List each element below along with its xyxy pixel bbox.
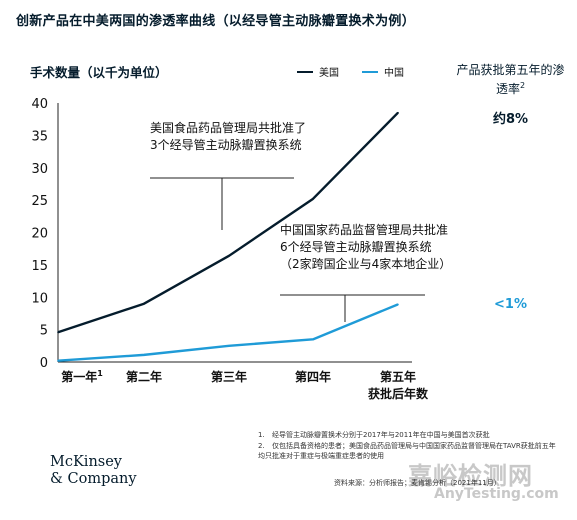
side-panel-heading: 产品获批第五年的渗透率2 [453, 62, 568, 97]
legend-us-swatch [297, 70, 313, 73]
data-point-us [397, 111, 399, 114]
legend-us-label: 美国 [319, 68, 339, 79]
y-tick-label: 5 [40, 324, 48, 339]
source-note: 资料来源：分析师报告；麦肯锡分析（2021年11月） [334, 479, 501, 487]
legend-cn-label: 中国 [384, 68, 404, 79]
side-panel-heading-sup: 2 [519, 81, 526, 90]
watermark: 嘉峪检测网 [408, 462, 533, 490]
annotation-cn: 中国国家药品监督管理局共批准6个经导管主动脉瓣置换系统（2家跨国企业与4家本地企… [280, 223, 452, 271]
mckinsey-logo: McKinsey & Company [50, 454, 137, 488]
data-point-us [57, 331, 59, 334]
footnote-1-text: 经导管主动脉瓣置换术分别于2017年与2011年在中国与美国首次获批 [272, 431, 490, 439]
cn-penetration-value: <1% [494, 297, 527, 312]
footnote-1-num: 1. [258, 431, 265, 439]
data-point-cn [312, 338, 314, 341]
data-point-us [143, 302, 145, 305]
footnote-1: 1. 经导管主动脉瓣置换术分别于2017年与2011年在中国与美国首次获批 [258, 430, 558, 440]
data-point-cn [397, 303, 399, 306]
series-line-cn [57, 303, 399, 362]
y-tick-label: 40 [31, 97, 48, 112]
x-tick-label: 第一年1 [61, 369, 103, 384]
x-tick-label: 第四年 [295, 369, 331, 384]
chart-title: 创新产品在中美两国的渗透率曲线（以经导管主动脉瓣置换术为例） [16, 14, 416, 29]
data-point-cn [228, 345, 230, 347]
y-tick-label: 25 [31, 194, 48, 209]
x-tick-label: 第五年 [380, 369, 416, 384]
y-tick-label: 0 [40, 356, 48, 371]
logo-line-2: & Company [50, 471, 137, 487]
y-axis-label: 手术数量（以千为单位） [30, 65, 168, 80]
data-point-us [228, 255, 230, 257]
us-penetration-value: 约8% [492, 112, 529, 127]
x-tick-sup: 1 [97, 369, 103, 378]
data-point-cn [143, 354, 145, 356]
y-tick-label: 10 [31, 291, 48, 306]
annotation-us: 美国食品药品管理局共批准了3个经导管主动脉瓣置换系统 [150, 121, 307, 152]
side-panel-heading-text: 产品获批第五年的渗透率 [456, 63, 565, 96]
footnote-2-num: 2. [258, 442, 265, 450]
x-tick-label: 第三年 [211, 369, 247, 384]
legend-us: 美国 [297, 64, 339, 79]
legend-cn: 中国 [362, 64, 404, 79]
y-tick-label: 30 [31, 162, 48, 177]
x-tick-label: 第二年 [126, 369, 162, 384]
legend-cn-swatch [362, 70, 378, 73]
y-tick-label: 20 [31, 227, 48, 242]
logo-line-1: McKinsey [50, 454, 122, 470]
data-point-cn [57, 359, 59, 362]
footnote-2: 2. 仅包括具备资格的患者；美国食品药品管理局与中国国家药品监督管理局在TAVR获… [258, 441, 558, 461]
series-line-us [57, 111, 399, 334]
x-axis-label: 获批后年数 [367, 386, 429, 401]
y-tick-label: 15 [31, 259, 48, 274]
data-point-us [312, 198, 314, 200]
y-tick-label: 35 [31, 129, 48, 144]
watermark-url: AnyTesting.com [434, 486, 559, 502]
footnote-2-text: 仅包括具备资格的患者；美国食品药品管理局与中国国家药品监督管理局在TAVR获批前… [258, 442, 556, 460]
